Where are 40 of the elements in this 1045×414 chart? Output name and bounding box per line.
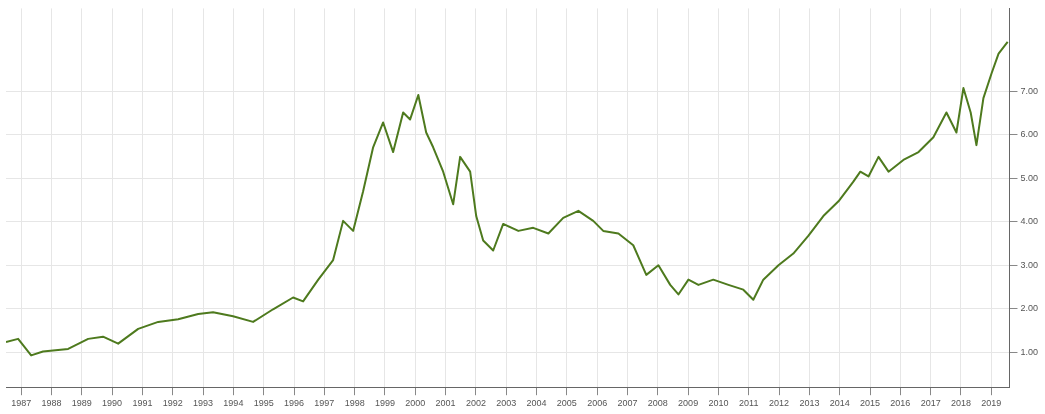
x-tick-label: 2007 xyxy=(617,398,638,409)
x-tick-label: 1995 xyxy=(253,398,274,409)
x-tick-label: 1991 xyxy=(132,398,153,409)
x-tick-label: 2008 xyxy=(647,398,668,409)
x-tick-label: 2015 xyxy=(860,398,881,409)
x-tick-label: 2012 xyxy=(769,398,790,409)
y-tick-label: 4.00 xyxy=(1020,216,1039,227)
x-tick-label: 2000 xyxy=(405,398,426,409)
x-tick-label: 1988 xyxy=(41,398,62,409)
y-tick-label: 1.00 xyxy=(1020,346,1039,357)
x-tick-label: 2014 xyxy=(829,398,850,409)
x-tick-label: 1990 xyxy=(102,398,123,409)
x-tick-label: 2016 xyxy=(890,398,911,409)
x-tick-label: 2018 xyxy=(950,398,971,409)
x-tick-label: 2003 xyxy=(496,398,517,409)
x-tick-label: 2002 xyxy=(465,398,486,409)
x-tick-label: 2017 xyxy=(920,398,941,409)
x-tick-label: 1997 xyxy=(314,398,335,409)
y-tick-label: 7.00 xyxy=(1020,85,1039,96)
x-tick-label: 2009 xyxy=(678,398,699,409)
x-tick-label: 1994 xyxy=(223,398,244,409)
x-tick-label: 1996 xyxy=(283,398,305,409)
x-tick-label: 1993 xyxy=(193,398,214,409)
x-tick-label: 2011 xyxy=(739,398,759,409)
x-tick-label: 1992 xyxy=(162,398,183,409)
x-tick-label: 2006 xyxy=(587,398,608,409)
x-tick-label: 1998 xyxy=(344,398,365,409)
y-tick-label: 2.00 xyxy=(1020,303,1039,314)
y-tick-label: 6.00 xyxy=(1020,129,1039,140)
x-tick-label: 2005 xyxy=(556,398,577,409)
x-tick-label: 1989 xyxy=(71,398,92,409)
x-tick-label: 2004 xyxy=(526,398,547,409)
x-tick-label: 1987 xyxy=(11,398,32,409)
x-tick-label: 2010 xyxy=(708,398,729,409)
x-tick-label: 2001 xyxy=(435,398,456,409)
x-tick-label: 1999 xyxy=(374,398,395,409)
x-tick-label: 2013 xyxy=(799,398,820,409)
x-tick-label: 2019 xyxy=(981,398,1002,409)
y-tick-label: 3.00 xyxy=(1020,259,1039,270)
y-tick-label: 5.00 xyxy=(1020,172,1039,183)
